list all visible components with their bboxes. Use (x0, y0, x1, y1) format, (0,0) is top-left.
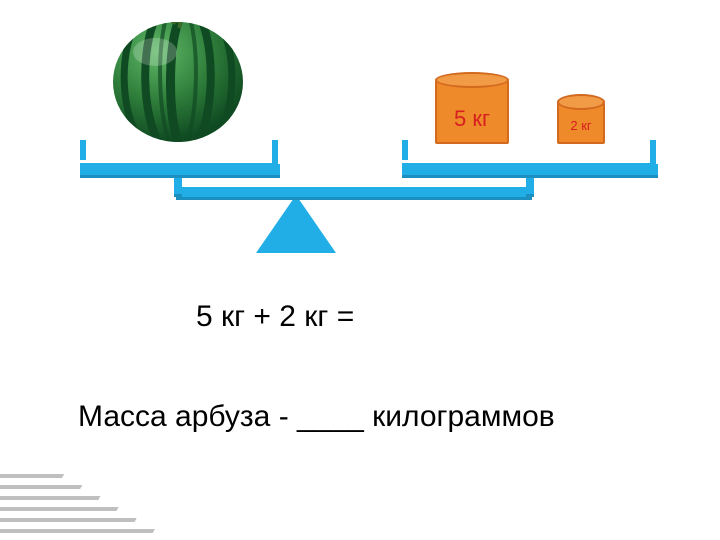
scale-fulcrum (256, 195, 336, 253)
scale-beam-right (318, 187, 532, 200)
weight-2kg: 2 кг (557, 94, 605, 144)
weight-5kg-label: 5 кг (435, 106, 509, 132)
canvas: 5 кг 2 кг 5 кг + 2 кг = Масса арбуза - _… (0, 0, 720, 540)
corner-decoration (0, 463, 200, 540)
weight-5kg: 5 кг (435, 72, 509, 144)
watermelon (113, 22, 243, 142)
scale-pan-left (80, 140, 280, 176)
scale-pan-right (402, 140, 658, 176)
answer-sentence: Масса арбуза - ____ килограммов (78, 400, 555, 434)
scale-beam-left (176, 187, 276, 200)
scale-beam-center (272, 187, 320, 200)
weight-2kg-label: 2 кг (557, 118, 605, 133)
equation-text: 5 кг + 2 кг = (196, 300, 354, 334)
